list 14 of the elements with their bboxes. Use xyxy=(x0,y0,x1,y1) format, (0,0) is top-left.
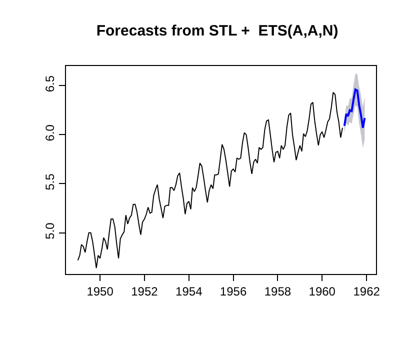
x-tick-label: 1956 xyxy=(220,284,247,298)
y-tick-label: 6.0 xyxy=(43,124,58,142)
x-tick-label: 1958 xyxy=(264,284,292,298)
chart-title: Forecasts from STL + ETS(A,A,N) xyxy=(96,22,338,40)
x-tick-label: 1950 xyxy=(86,284,114,298)
y-tick-label: 5.5 xyxy=(43,173,58,190)
x-tick-label: 1952 xyxy=(131,284,158,298)
y-tick-label: 5.0 xyxy=(43,222,58,240)
line-series xyxy=(77,92,343,269)
x-tick-label: 1960 xyxy=(308,284,336,298)
x-tick-label: 1962 xyxy=(353,284,380,298)
y-tick-label: 6.5 xyxy=(43,75,58,92)
x-tick-label: 1954 xyxy=(176,284,203,298)
line-series xyxy=(343,88,366,129)
